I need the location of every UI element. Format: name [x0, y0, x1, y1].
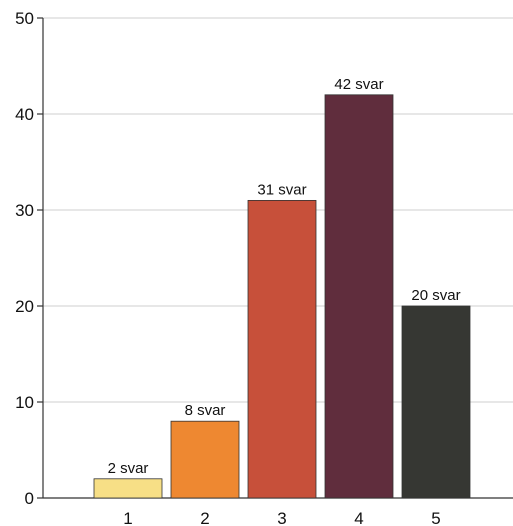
bar-5	[401, 305, 471, 499]
bar-2	[170, 420, 240, 499]
x-tick-label: 4	[354, 509, 363, 526]
bar-3	[247, 199, 317, 499]
data-label-5: 20 svar	[411, 287, 460, 304]
y-tick-label: 20	[15, 297, 34, 316]
y-axis-ticks: 0 10 20 30 40 50	[15, 9, 43, 508]
y-tick-label: 30	[15, 201, 34, 220]
data-label-1: 2 svar	[108, 460, 149, 477]
bars	[93, 94, 471, 499]
y-tick-label: 10	[15, 393, 34, 412]
data-labels: 2 svar 8 svar 31 svar 42 svar 20 svar	[108, 76, 461, 477]
x-tick-label: 5	[431, 509, 440, 526]
data-label-4: 42 svar	[334, 76, 383, 93]
y-tick-label: 50	[15, 9, 34, 28]
y-tick-label: 0	[25, 489, 34, 508]
x-tick-label: 2	[200, 509, 209, 526]
x-tick-label: 3	[277, 509, 286, 526]
y-tick-label: 40	[15, 105, 34, 124]
data-label-3: 31 svar	[257, 181, 306, 198]
bar-4	[324, 94, 394, 499]
data-label-2: 8 svar	[185, 402, 226, 419]
x-axis-ticks: 1 2 3 4 5	[123, 509, 440, 526]
bar-1	[93, 478, 163, 499]
x-tick-label: 1	[123, 509, 132, 526]
